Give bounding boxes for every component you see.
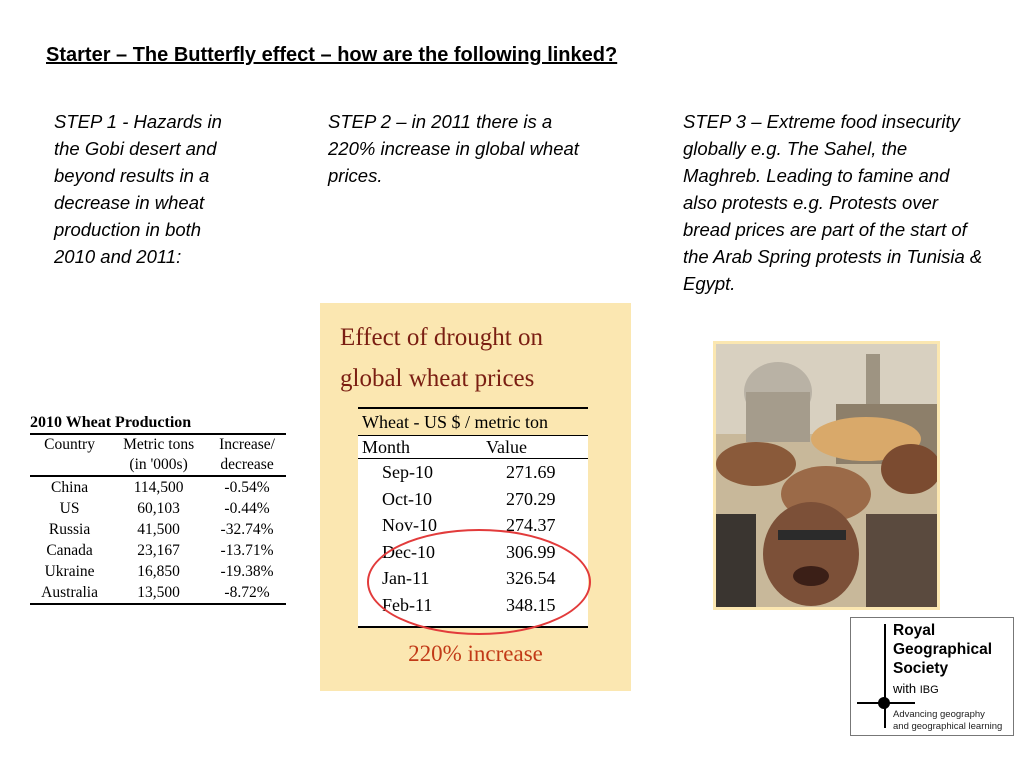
drought-panel-title: Effect of drought on global wheat prices xyxy=(340,324,543,392)
rgs-logo: Royal Geographical Society with IBG Adva… xyxy=(850,617,1014,736)
rgs-with-ibg: with IBG xyxy=(893,681,939,696)
increase-label: 220% increase xyxy=(408,641,543,666)
table-row: Nov-10 274.37 xyxy=(382,515,556,535)
step-2-text: STEP 2 – in 2011 there is a 220% increas… xyxy=(328,111,579,186)
rgs-name: Royal Geographical Society xyxy=(893,622,993,677)
table-row: Australia 13,500 -8.72% xyxy=(30,582,286,605)
wheat-production-table: 2010 Wheat Production Country Metric ton… xyxy=(30,414,286,605)
step-3-text: STEP 3 – Extreme food insecurity globall… xyxy=(683,111,983,294)
slide-title: Starter – The Butterfly effect – how are… xyxy=(46,44,618,66)
step-1-text: STEP 1 - Hazards in the Gobi desert and … xyxy=(54,111,222,267)
table-row: China 114,500 -0.54% xyxy=(51,479,270,496)
col-metric-tons: Metric tons xyxy=(123,436,195,453)
col-metric-tons-unit: (in '000s) xyxy=(109,455,209,477)
table-row: Sep-10 271.69 xyxy=(382,462,556,482)
col-value: Value xyxy=(486,437,527,457)
col-country: Country xyxy=(44,436,95,453)
table-row: Ukraine 16,850 -19.38% xyxy=(44,563,274,580)
production-table-title: 2010 Wheat Production xyxy=(30,414,286,435)
table-row: Canada 23,167 -13.71% xyxy=(46,542,274,559)
highlight-oval xyxy=(367,529,591,635)
table-row: Russia 41,500 -32.74% xyxy=(48,521,274,538)
price-table-header: Month Value xyxy=(358,436,588,459)
col-decrease: decrease xyxy=(208,455,286,477)
table-row: Oct-10 270.29 xyxy=(382,488,556,509)
rgs-tagline: Advancing geography and geographical lea… xyxy=(893,709,1003,732)
col-increase: Increase/ xyxy=(219,436,275,453)
drought-price-panel: Effect of drought on global wheat prices… xyxy=(320,303,631,691)
protest-photo xyxy=(713,341,940,610)
price-table-title: Wheat - US $ / metric ton xyxy=(358,407,588,436)
table-row: US 60,103 -0.44% xyxy=(59,500,270,517)
col-month: Month xyxy=(362,437,411,457)
